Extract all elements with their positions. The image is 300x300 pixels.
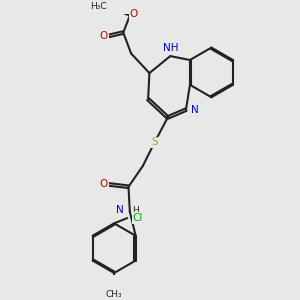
Text: O: O xyxy=(100,32,108,41)
Text: CH₃: CH₃ xyxy=(106,290,122,299)
Text: O: O xyxy=(130,9,138,19)
Text: NH: NH xyxy=(163,43,178,53)
Text: H₃C: H₃C xyxy=(90,2,107,11)
Text: O: O xyxy=(100,179,108,189)
Text: H: H xyxy=(132,206,139,215)
Text: S: S xyxy=(151,137,158,147)
Text: N: N xyxy=(191,105,198,115)
Text: N: N xyxy=(116,205,124,215)
Text: Cl: Cl xyxy=(132,213,143,223)
